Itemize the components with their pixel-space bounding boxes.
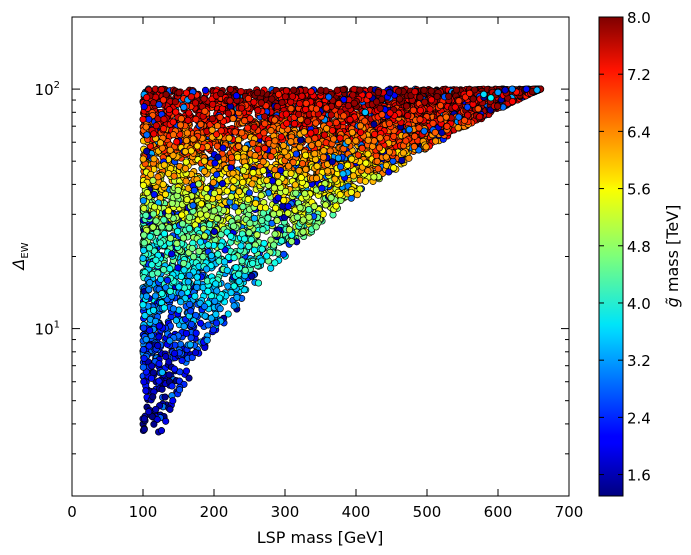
scatter-point — [169, 118, 177, 126]
scatter-point — [271, 166, 279, 174]
scatter-point — [312, 119, 320, 127]
scatter-point — [191, 292, 199, 300]
scatter-point — [200, 95, 208, 103]
scatter-point — [260, 129, 268, 137]
scatter-point — [173, 138, 181, 146]
scatter-point — [182, 367, 191, 375]
scatter-point — [224, 310, 232, 318]
scatter-point — [168, 199, 176, 207]
scatter-point — [151, 292, 159, 300]
scatter-point — [212, 319, 221, 327]
scatter-points — [139, 85, 545, 436]
scatter-point — [140, 425, 148, 434]
scatter-point — [158, 385, 166, 393]
scatter-point — [245, 242, 253, 250]
scatter-point — [332, 202, 340, 210]
scatter-point — [254, 279, 263, 287]
scatter-point — [185, 271, 193, 279]
scatter-point — [282, 187, 290, 195]
scatter-point — [339, 86, 347, 94]
scatter-point — [227, 289, 235, 297]
scatter-point — [350, 85, 358, 93]
scatter-point — [238, 257, 246, 265]
scatter-point — [370, 173, 378, 181]
scatter-point — [333, 86, 341, 94]
scatter-point — [224, 282, 232, 290]
scatter-point — [200, 167, 209, 175]
scatter-point — [140, 324, 148, 332]
scatter-point — [157, 275, 165, 283]
scatter-point — [271, 259, 279, 267]
scatter-point — [213, 142, 221, 150]
scatter-point — [320, 131, 329, 139]
scatter-point — [185, 225, 193, 233]
scatter-point — [259, 158, 267, 166]
scatter-point — [246, 219, 254, 227]
scatter-point — [160, 230, 168, 238]
scatter-point — [259, 226, 267, 234]
scatter-point — [169, 305, 177, 313]
scatter-point — [223, 266, 231, 274]
scatter-point — [201, 312, 209, 320]
scatter-point — [280, 141, 288, 150]
scatter-point — [182, 158, 190, 166]
scatter-point — [232, 264, 240, 272]
scatter-point — [280, 250, 288, 258]
scatter-point — [155, 377, 163, 385]
scatter-point — [411, 132, 419, 140]
scatter-point — [139, 197, 147, 205]
scatter-point — [209, 326, 217, 334]
scatter-point — [257, 257, 266, 265]
scatter-point — [229, 115, 237, 123]
scatter-point — [160, 161, 168, 169]
scatter-point — [214, 250, 222, 258]
scatter-point — [178, 357, 186, 365]
scatter-point — [170, 365, 179, 373]
scatter-point — [361, 108, 369, 116]
scatter-point — [374, 165, 382, 173]
scatter-point — [186, 300, 194, 308]
scatter-point — [153, 228, 161, 236]
scatter-point — [213, 215, 221, 223]
scatter-point — [192, 329, 200, 337]
scatter-point — [299, 228, 307, 236]
scatter-point — [193, 283, 201, 291]
scatter-point — [165, 371, 173, 379]
scatter-point — [248, 180, 256, 188]
scatter-point — [257, 191, 265, 200]
scatter-point — [166, 287, 174, 295]
scatter-point — [172, 316, 180, 324]
scatter-point — [201, 86, 210, 94]
scatter-point — [237, 242, 245, 250]
scatter-point — [284, 202, 292, 210]
scatter-point — [187, 334, 195, 342]
scatter-point — [405, 154, 413, 162]
scatter-point — [149, 306, 158, 314]
scatter-point — [182, 329, 190, 337]
scatter-point — [258, 217, 266, 225]
scatter-point — [206, 220, 214, 229]
scatter-point — [230, 254, 238, 262]
scatter-point — [154, 269, 162, 277]
scatter-point — [224, 109, 232, 117]
scatter-point — [196, 319, 205, 327]
scatter-point — [361, 177, 369, 185]
scatter-point — [180, 322, 188, 330]
scatter-point — [149, 223, 157, 231]
scatter-point — [191, 99, 200, 107]
scatter-point — [270, 184, 278, 192]
scatter-point — [432, 137, 440, 145]
scatter-point — [211, 159, 219, 167]
scatter-point — [165, 224, 173, 232]
scatter-point — [155, 333, 163, 341]
